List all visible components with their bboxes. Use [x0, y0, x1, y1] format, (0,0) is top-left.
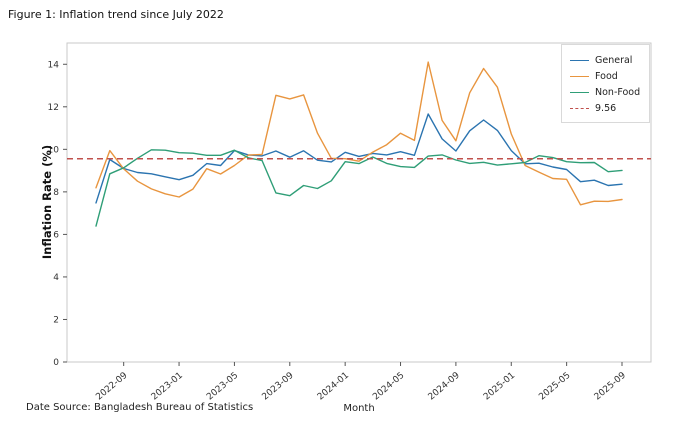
food-line-swatch: [570, 75, 589, 77]
x-tick-label: 2025-01: [482, 371, 517, 403]
series-line-general: [95, 113, 623, 204]
y-tick-label: 10: [48, 145, 60, 155]
x-axis-title: Month: [343, 403, 375, 414]
legend-label-nonfood: Non-Food: [595, 86, 641, 98]
y-axis-title: Inflation Rate (%): [40, 144, 54, 260]
series-line-food: [95, 61, 623, 206]
data-source-note: Date Source: Bangladesh Bureau of Statis…: [26, 402, 254, 413]
x-tick-label: 2025-05: [537, 371, 572, 403]
legend-item-food: Food: [570, 68, 642, 84]
y-tick-label: 4: [53, 273, 59, 283]
legend-item-general: General: [570, 52, 642, 68]
y-tick-label: 12: [48, 103, 59, 113]
legend-label-reference: 9.56: [595, 102, 617, 114]
general-line-swatch: [570, 59, 589, 61]
chart-legend: General Food Non-Food 9.56: [561, 44, 650, 123]
plot-area-border: [66, 42, 652, 363]
y-tick-label: 2: [53, 315, 59, 325]
reference-line-swatch: [570, 107, 589, 109]
legend-item-nonfood: Non-Food: [570, 84, 642, 100]
x-tick-label: 2025-09: [593, 370, 628, 402]
y-tick-label: 8: [53, 188, 59, 198]
legend-item-reference: 9.56: [570, 100, 642, 116]
x-tick-label: 2024-09: [427, 370, 462, 402]
nonfood-line-swatch: [570, 91, 589, 93]
y-tick-label: 14: [48, 60, 60, 70]
figure-title: Figure 1: Inflation trend since July 202…: [8, 8, 224, 21]
legend-label-general: General: [595, 54, 633, 66]
legend-label-food: Food: [595, 70, 618, 82]
y-tick-label: 0: [53, 358, 59, 368]
x-tick-label: 2024-01: [316, 371, 351, 403]
x-tick-label: 2023-09: [260, 370, 295, 402]
series-line-non-food: [95, 149, 623, 227]
x-tick-label: 2024-05: [371, 371, 406, 403]
x-tick-label: 2023-05: [205, 371, 240, 403]
y-tick-label: 6: [53, 230, 59, 240]
x-tick-label: 2023-01: [150, 371, 185, 403]
x-tick-label: 2022-09: [94, 370, 129, 402]
